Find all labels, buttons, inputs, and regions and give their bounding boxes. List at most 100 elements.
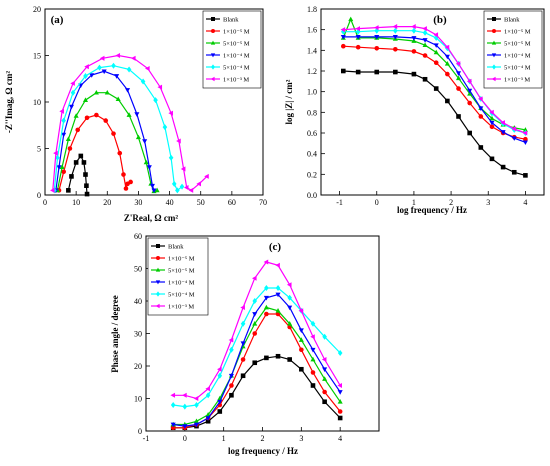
data-point — [168, 154, 174, 161]
data-point — [489, 109, 494, 115]
data-point — [151, 188, 157, 194]
legend-frame — [147, 237, 209, 316]
data-point — [84, 115, 90, 121]
data-point — [522, 127, 528, 132]
data-point — [61, 117, 66, 124]
data-point — [128, 179, 133, 185]
y-tick-label: 0 — [138, 427, 142, 436]
legend-marker — [491, 40, 497, 45]
data-point — [422, 38, 428, 43]
data-point — [500, 164, 506, 170]
legend-label: 1×10⁻⁴ M — [223, 53, 250, 60]
data-point — [145, 65, 150, 72]
x-tick-label: 2 — [449, 198, 453, 207]
data-point — [101, 69, 107, 75]
data-point — [83, 172, 88, 177]
data-point — [466, 78, 472, 84]
data-point — [433, 43, 439, 48]
data-point — [182, 403, 188, 410]
data-point — [467, 88, 473, 94]
data-point — [175, 187, 180, 194]
legend-label: 5×10⁻⁵ M — [223, 41, 250, 48]
data-point — [341, 68, 346, 74]
y-tick-label: 10 — [134, 395, 142, 404]
data-point — [182, 424, 188, 429]
data-point — [240, 320, 246, 327]
data-point — [121, 172, 126, 177]
legend-label: 5×10⁻⁴ M — [504, 65, 531, 72]
data-point — [341, 28, 346, 35]
panel-label: (a) — [51, 14, 64, 26]
data-point — [168, 110, 173, 116]
legend-marker — [211, 17, 215, 21]
data-point — [68, 104, 75, 110]
legend-label: 1×10⁻³ M — [223, 77, 249, 84]
data-point — [65, 136, 71, 142]
x-tick-label: 30 — [134, 198, 142, 207]
data-point — [374, 27, 380, 34]
data-point — [252, 320, 258, 326]
series-2 — [170, 311, 343, 431]
data-point — [124, 88, 131, 93]
series-line — [173, 355, 341, 429]
y-axis-label: -Z''Imag, Ω cm² — [4, 71, 14, 133]
data-point — [422, 76, 428, 82]
y-tick-label: 1.0 — [307, 88, 317, 97]
data-point — [310, 347, 316, 353]
x-tick-label: 4 — [338, 434, 342, 443]
legend-marker — [210, 76, 215, 82]
data-point — [355, 44, 361, 50]
y-tick-label: 0 — [37, 191, 41, 200]
series-line — [56, 92, 158, 193]
data-point — [310, 334, 315, 340]
y-tick-label: 0.8 — [307, 108, 317, 117]
data-point — [337, 398, 343, 404]
data-point — [286, 282, 292, 288]
data-point — [455, 75, 462, 81]
data-point — [114, 74, 120, 79]
data-point — [374, 35, 380, 40]
series-line — [342, 17, 526, 131]
y-axis-label: log |Z| / cm² — [284, 79, 294, 124]
data-point — [355, 69, 361, 75]
legend-label: Blank — [504, 17, 520, 24]
data-point — [511, 136, 517, 141]
data-point — [264, 355, 269, 361]
data-point — [287, 357, 292, 362]
legend-marker — [492, 17, 496, 21]
y-tick-label: 20 — [134, 362, 142, 371]
data-point — [179, 183, 185, 190]
data-point — [411, 71, 417, 77]
data-point — [193, 418, 200, 424]
data-point — [263, 259, 269, 265]
data-point — [69, 174, 74, 179]
data-point — [170, 425, 176, 431]
data-point — [162, 124, 168, 131]
plot-frame — [320, 8, 545, 196]
x-tick-label: 3 — [299, 434, 303, 443]
data-point — [229, 392, 234, 398]
legend-marker — [211, 29, 215, 33]
panel-b: -1 0 1 2 3 4 0.0 0.2 0.4 0.6 0.8 1.0 1.2 1.4 1.6 1.8 log… — [284, 5, 545, 215]
x-axis-label: Z'Real, Ω cm² — [124, 213, 178, 223]
legend: Blank 1×10⁻⁵ M 5×10⁻⁵ M 1×10⁻⁴ M 5×10⁻⁴ M 1×1… — [483, 10, 543, 89]
data-point — [310, 383, 316, 388]
legend-marker — [492, 29, 496, 33]
data-point — [310, 356, 316, 362]
data-point — [355, 26, 361, 32]
data-point — [322, 367, 328, 373]
data-point — [393, 27, 398, 34]
data-point — [123, 186, 129, 191]
panel-label: (c) — [269, 241, 282, 253]
y-tick-label: 0.6 — [307, 129, 317, 138]
y-tick-label: 1.4 — [307, 46, 317, 55]
y-tick-label: 15 — [33, 52, 41, 61]
data-point — [193, 395, 199, 402]
data-point — [455, 71, 462, 76]
legend-marker — [156, 291, 160, 297]
data-point — [264, 285, 269, 291]
data-point — [240, 357, 246, 362]
data-point — [188, 187, 194, 193]
data-point — [252, 312, 258, 317]
